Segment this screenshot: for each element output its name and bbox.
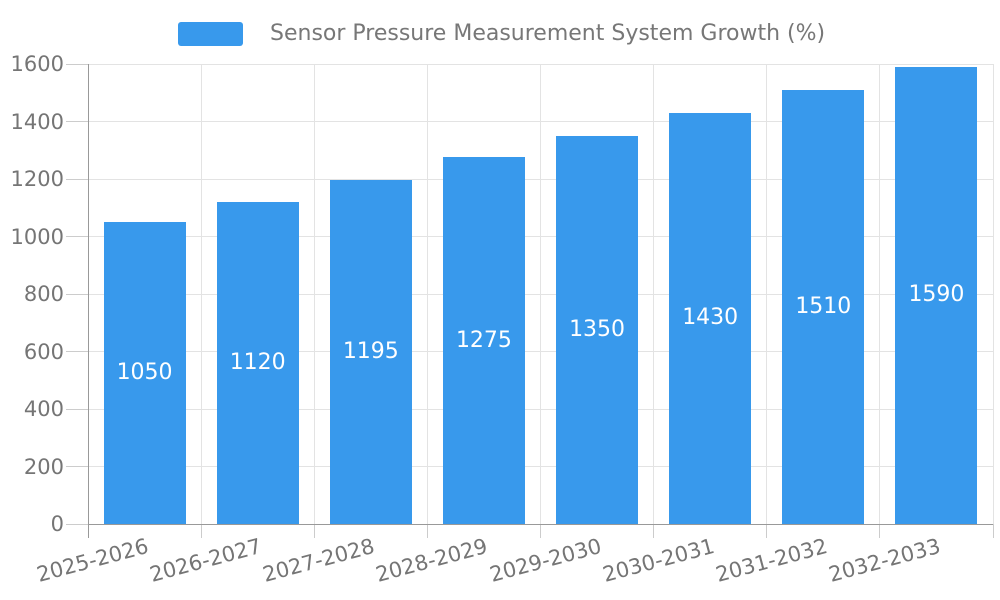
y-tick-label: 800	[23, 282, 64, 306]
x-tick-mark	[766, 524, 768, 538]
x-tick-label: 2029-2030	[486, 533, 604, 587]
y-tick-mark	[66, 178, 88, 180]
bar-value-label: 1195	[342, 339, 399, 365]
v-gridline	[426, 64, 428, 524]
x-tick-label: 2027-2028	[260, 533, 378, 587]
x-axis-line	[88, 523, 993, 525]
v-gridline	[766, 64, 768, 524]
x-tick-label: 2026-2027	[147, 533, 265, 587]
bar-value-label: 1050	[116, 360, 173, 386]
v-gridline	[313, 64, 315, 524]
x-tick-mark	[200, 524, 202, 538]
v-gridline	[540, 64, 541, 524]
y-tick-mark	[66, 466, 88, 467]
bar[interactable]	[216, 202, 299, 524]
bar[interactable]	[329, 180, 412, 524]
bar-value-label: 1275	[455, 327, 512, 353]
x-tick-label: 2030-2031	[599, 533, 717, 587]
y-tick-label: 1000	[10, 224, 64, 249]
x-tick-label: 2025-2026	[34, 533, 152, 587]
bar[interactable]	[782, 89, 865, 524]
legend[interactable]: Sensor Pressure Measurement System Growt…	[178, 21, 825, 47]
v-gridline	[879, 64, 881, 524]
y-tick-mark	[66, 236, 88, 237]
bar-value-label: 1350	[569, 316, 626, 342]
legend-swatch	[178, 22, 243, 46]
v-gridline	[200, 64, 202, 524]
y-tick-mark	[66, 523, 88, 525]
y-tick-label: 1400	[10, 109, 64, 134]
bar-value-label: 1510	[795, 293, 852, 319]
bar[interactable]	[442, 157, 525, 524]
y-tick-label: 200	[23, 454, 64, 479]
y-tick-mark	[66, 121, 88, 122]
x-tick-mark	[426, 524, 428, 538]
y-tick-label: 1200	[10, 167, 64, 191]
bar[interactable]	[556, 135, 639, 524]
y-tick-label: 0	[50, 512, 64, 536]
y-tick-label: 400	[23, 397, 64, 421]
bar[interactable]	[895, 66, 978, 524]
bar[interactable]	[669, 112, 752, 524]
y-tick-mark	[66, 293, 88, 295]
v-gridline	[992, 64, 994, 524]
x-tick-mark	[540, 524, 541, 538]
x-tick-mark	[992, 524, 994, 538]
y-axis-line	[87, 64, 89, 538]
y-tick-mark	[66, 63, 88, 65]
bar[interactable]	[103, 222, 186, 524]
x-tick-mark	[653, 524, 655, 538]
y-tick-label: 1600	[10, 52, 64, 76]
x-tick-mark	[313, 524, 315, 538]
bar-value-label: 1120	[229, 350, 286, 375]
bar-value-label: 1590	[908, 282, 965, 308]
x-tick-label: 2032-2033	[826, 533, 943, 587]
x-tick-label: 2031-2032	[713, 533, 830, 587]
bar-value-label: 1430	[682, 305, 739, 331]
y-tick-mark	[66, 408, 88, 410]
y-tick-label: 600	[23, 339, 64, 364]
y-tick-mark	[66, 351, 88, 352]
x-tick-mark	[879, 524, 881, 538]
legend-label: Sensor Pressure Measurement System Growt…	[270, 21, 826, 46]
x-tick-label: 2028-2029	[373, 533, 491, 587]
v-gridline	[653, 64, 655, 524]
